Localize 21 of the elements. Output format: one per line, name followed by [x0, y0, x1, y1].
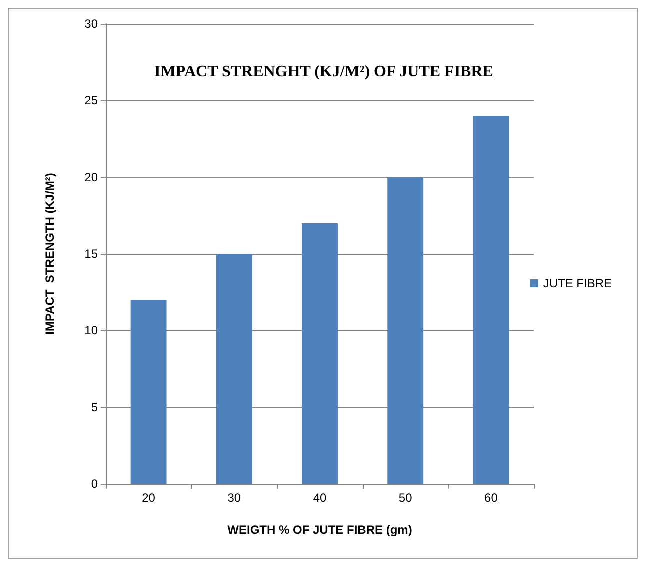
bar — [130, 300, 167, 484]
y-tick-label: 0 — [91, 477, 98, 491]
x-tick-label: 40 — [313, 491, 327, 505]
legend-label: JUTE FIBRE — [543, 276, 612, 290]
bar — [388, 177, 424, 484]
x-tick-label: 60 — [484, 491, 498, 505]
y-tick-label: 20 — [84, 170, 98, 184]
x-tick-label: 20 — [142, 491, 156, 505]
text: IMPACT STRENGHT (KJ/M²) OF JUTE FIBRE — [154, 64, 494, 80]
x-axis-title: WEIGTH % OF JUTE FIBRE (gm) — [228, 523, 412, 537]
bar — [473, 116, 510, 484]
x-tick-label: 50 — [398, 491, 413, 505]
x-tick-label: 30 — [228, 491, 242, 505]
bar — [216, 254, 252, 484]
y-tick-label: 30 — [84, 17, 98, 31]
y-tick-label: 5 — [91, 400, 98, 414]
y-tick-label: 10 — [84, 324, 98, 338]
y-axis-title: IMPACT STRENGTH (KJ/M²) — [43, 173, 57, 335]
y-tick-label: 15 — [84, 247, 98, 261]
y-tick-label: 25 — [84, 94, 98, 108]
bar — [302, 223, 338, 484]
